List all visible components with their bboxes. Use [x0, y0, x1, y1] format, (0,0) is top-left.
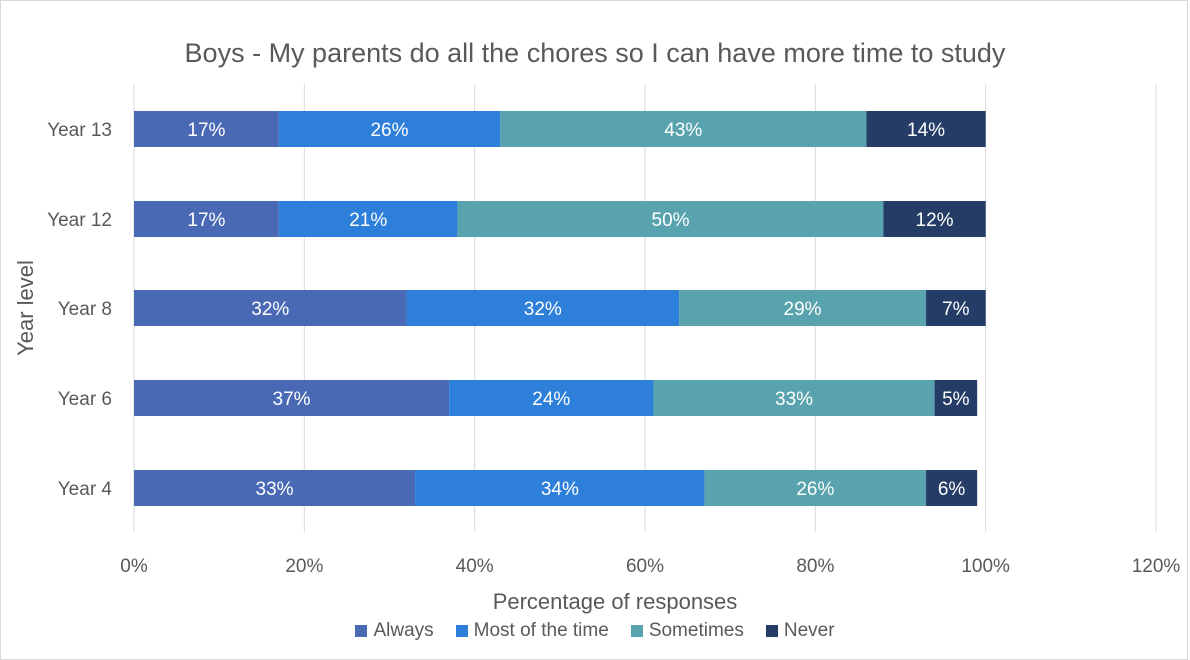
- x-tick-label: 0%: [120, 556, 148, 577]
- x-tick-label: 120%: [1132, 556, 1181, 577]
- legend-item: Sometimes: [630, 620, 744, 642]
- legend-item: Most of the time: [455, 620, 609, 642]
- bar-segment: [500, 111, 867, 147]
- bar-segment: [866, 111, 986, 147]
- data-label: 43%: [664, 120, 702, 141]
- legend-swatch: [355, 625, 368, 637]
- data-label: 29%: [784, 299, 822, 320]
- bar-segment: [449, 380, 654, 416]
- data-label: 5%: [942, 389, 970, 410]
- data-label: 32%: [524, 299, 562, 320]
- x-tick-label: 40%: [456, 556, 494, 577]
- legend-swatch: [630, 625, 643, 637]
- data-label: 7%: [942, 299, 970, 320]
- bar-segment: [457, 201, 884, 237]
- data-label: 37%: [273, 389, 311, 410]
- y-tick-label: Year 4: [58, 479, 113, 500]
- y-tick-label: Year 6: [58, 389, 112, 410]
- legend-label: Sometimes: [648, 620, 744, 641]
- y-tick-label: Year 13: [47, 120, 112, 141]
- legend-swatch: [455, 625, 468, 637]
- bar-segment: [415, 470, 705, 506]
- y-tick-label: Year 8: [58, 299, 112, 320]
- bar-segment: [934, 380, 978, 416]
- x-tick-label: 100%: [961, 556, 1010, 577]
- bar-segment: [134, 380, 450, 416]
- bar-segment: [704, 470, 927, 506]
- chart-legend: Always Most of the time Sometimes Never: [0, 620, 1190, 642]
- data-label: 26%: [370, 120, 408, 141]
- bar-segment: [278, 201, 458, 237]
- data-label: 34%: [541, 479, 579, 500]
- legend-label: Never: [783, 620, 835, 641]
- bar-segment: [406, 290, 680, 326]
- data-label: 26%: [796, 479, 834, 500]
- data-label: 17%: [187, 210, 225, 231]
- x-tick-label: 80%: [796, 556, 834, 577]
- bar-segment: [653, 380, 935, 416]
- data-label: 24%: [532, 389, 570, 410]
- data-label: 14%: [907, 120, 945, 141]
- data-label: 50%: [652, 210, 690, 231]
- x-axis-title: Percentage of responses: [493, 589, 738, 614]
- bar-segment: [134, 111, 279, 147]
- chart-title: Boys - My parents do all the chores so I…: [184, 38, 1006, 68]
- bar-segment: [134, 470, 416, 506]
- bar-segment: [926, 470, 978, 506]
- data-label: 33%: [775, 389, 813, 410]
- legend-swatch: [765, 625, 778, 637]
- data-label: 6%: [938, 479, 966, 500]
- bar-segment: [883, 201, 986, 237]
- data-label: 33%: [256, 479, 294, 500]
- bar-segment: [134, 201, 279, 237]
- bar-segment: [679, 290, 927, 326]
- y-axis-title: Year level: [13, 260, 38, 356]
- bar-segment: [134, 290, 407, 326]
- legend-label: Most of the time: [473, 620, 609, 641]
- legend-label: Always: [373, 620, 434, 641]
- x-tick-label: 20%: [285, 556, 323, 577]
- data-label: 32%: [251, 299, 289, 320]
- legend-item: Never: [765, 620, 835, 642]
- x-tick-label: 60%: [626, 556, 664, 577]
- legend-item: Always: [355, 620, 434, 642]
- bar-segment: [926, 290, 986, 326]
- data-label: 17%: [187, 120, 225, 141]
- bar-segment: [278, 111, 501, 147]
- y-tick-label: Year 12: [47, 210, 112, 231]
- data-label: 12%: [916, 210, 954, 231]
- data-label: 21%: [349, 210, 387, 231]
